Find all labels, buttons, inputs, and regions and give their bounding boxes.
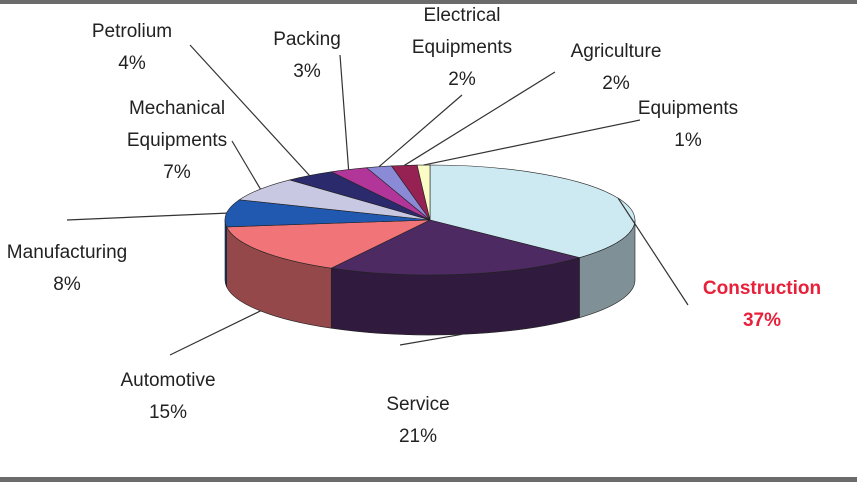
value-label: 2% bbox=[602, 73, 630, 94]
leader-line bbox=[169, 310, 261, 356]
slice bbox=[429, 164, 636, 258]
category-label: Electrical Equipments bbox=[412, 5, 512, 58]
category-label: Agriculture bbox=[571, 41, 662, 62]
pie-sides bbox=[224, 219, 636, 336]
leader-line bbox=[339, 54, 350, 170]
category-label: Mechanical Equipments bbox=[127, 98, 227, 151]
value-label: 15% bbox=[149, 402, 187, 423]
category-label: Petrolium bbox=[92, 21, 172, 42]
value-label: 7% bbox=[163, 162, 191, 183]
leader-line bbox=[66, 212, 227, 221]
value-label: 1% bbox=[674, 130, 702, 151]
labels: Construction 37% Service 21% Automotive 15% Ma… bbox=[7, 5, 821, 447]
category-label: Construction bbox=[703, 278, 821, 299]
slice bbox=[330, 219, 581, 276]
category-label: Service bbox=[386, 394, 449, 415]
leader-line bbox=[423, 119, 641, 166]
category-label: Automotive bbox=[120, 370, 215, 391]
top-border bbox=[0, 0, 857, 4]
leader-line bbox=[189, 44, 310, 176]
leader-line bbox=[231, 140, 261, 190]
value-label: 3% bbox=[293, 61, 321, 82]
bottom-border bbox=[0, 477, 857, 482]
value-label: 2% bbox=[448, 69, 476, 90]
leader-line bbox=[399, 333, 463, 346]
leader-line bbox=[403, 71, 556, 166]
pie-tops bbox=[224, 164, 636, 276]
value-label: 8% bbox=[53, 274, 81, 295]
slice bbox=[224, 199, 431, 228]
slice bbox=[226, 219, 431, 269]
leader-line bbox=[617, 197, 689, 306]
category-label: Manufacturing bbox=[7, 242, 127, 263]
leader-line bbox=[378, 94, 463, 168]
value-label: 4% bbox=[118, 53, 146, 74]
category-label: Equipments bbox=[638, 98, 738, 119]
slice bbox=[416, 164, 431, 221]
slice-side bbox=[224, 219, 227, 288]
category-label: Packing bbox=[273, 29, 341, 50]
value-label: 37% bbox=[743, 310, 781, 331]
value-label: 21% bbox=[399, 426, 437, 447]
